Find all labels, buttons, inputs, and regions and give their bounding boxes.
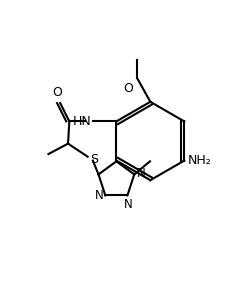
Text: N: N [94,189,103,202]
Text: NH₂: NH₂ [188,154,211,167]
Text: S: S [90,153,98,166]
Text: O: O [52,86,62,99]
Text: O: O [123,82,133,95]
Text: N: N [136,167,145,180]
Text: HN: HN [72,115,91,128]
Text: N: N [124,198,132,211]
